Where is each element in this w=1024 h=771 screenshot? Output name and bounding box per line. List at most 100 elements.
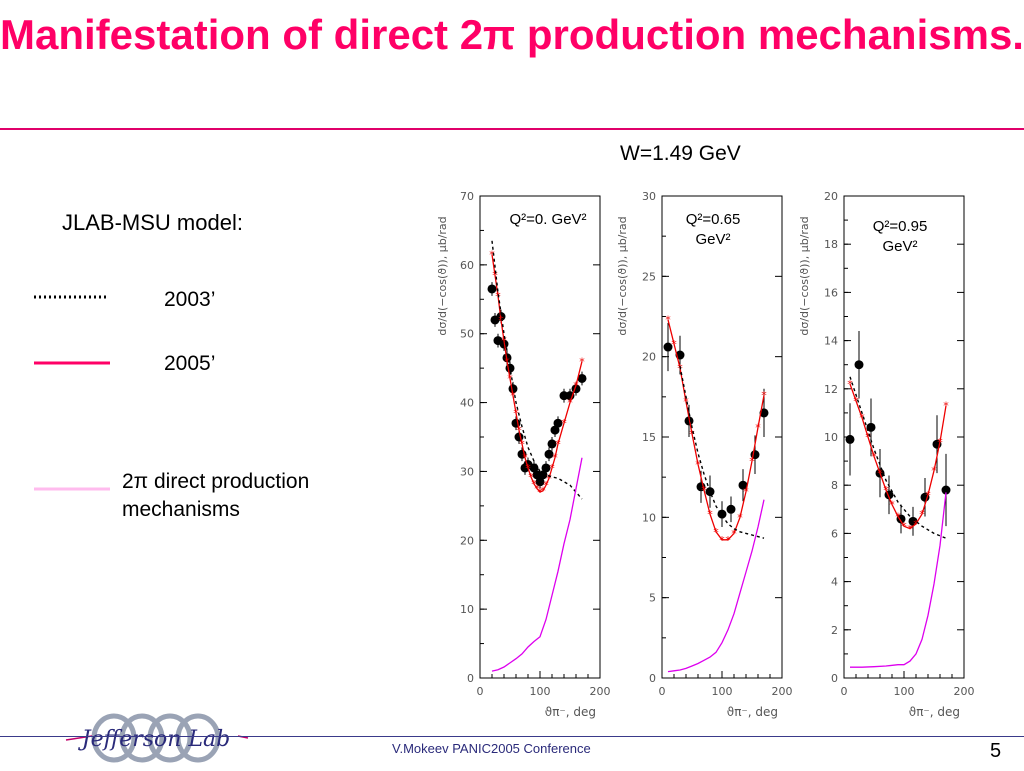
x-tick-label: 200 <box>590 685 611 698</box>
model-marker: * <box>534 483 540 496</box>
model-marker: * <box>913 518 919 531</box>
data-point <box>544 449 554 459</box>
model-marker: * <box>573 379 579 392</box>
model-marker: * <box>937 436 943 449</box>
curve-2005-line <box>491 254 583 493</box>
model-marker: * <box>525 462 531 475</box>
model-marker: * <box>889 498 895 511</box>
curve-2003-line <box>849 376 947 539</box>
model-marker: * <box>737 511 743 524</box>
y-tick-label: 20 <box>824 190 838 203</box>
x-tick-label: 100 <box>712 685 733 698</box>
model-marker: * <box>498 314 504 327</box>
legend-2005-line <box>34 361 110 365</box>
x-tick-label: 100 <box>894 685 915 698</box>
q2-annotation: Q²=0.95 <box>873 218 928 235</box>
plot-panel-2: 0 5 10 15 20 25 30 0 100 200 ϑπ⁻, deg dσ/d(−cos(ϑ))… <box>616 190 793 719</box>
jefferson-lab-logo: Jefferson Lab <box>60 710 250 771</box>
model-marker: * <box>540 485 546 498</box>
y-tick-label: 12 <box>824 383 838 396</box>
x-tick-label: 200 <box>954 685 975 698</box>
data-point <box>920 492 930 502</box>
model-marker: * <box>859 412 865 425</box>
data-point <box>535 477 545 487</box>
legend-direct-label-line2: mechanisms <box>122 498 240 521</box>
model-marker: * <box>761 389 767 402</box>
energy-label: W=1.49 GeV <box>620 142 741 165</box>
x-axis-label: ϑπ⁻, deg <box>909 705 960 719</box>
model-marker: * <box>701 484 707 497</box>
direct-2pi-line <box>667 499 765 673</box>
plot-frame <box>479 195 601 679</box>
curve-2003-line <box>491 240 583 500</box>
data-point <box>705 487 715 497</box>
model-marker: * <box>943 400 949 413</box>
model-marker: * <box>743 486 749 499</box>
data-point <box>726 504 736 514</box>
footer-conference: V.Mokeev PANIC2005 Conference <box>392 741 591 756</box>
direct-2pi-line <box>850 492 947 668</box>
legend-direct-label-line1: 2π direct production <box>122 470 310 493</box>
x-tick-label: 0 <box>841 685 848 698</box>
q2-annotation: Q²=0. GeV² <box>509 211 586 228</box>
page-number: 5 <box>990 740 1002 762</box>
model-marker: * <box>907 523 913 536</box>
data-point <box>487 284 497 294</box>
model-marker: * <box>665 314 671 327</box>
model-marker: * <box>689 428 695 441</box>
title-divider <box>0 128 1024 130</box>
x-tick-label: 0 <box>477 685 484 698</box>
model-marker: * <box>549 462 555 475</box>
model-marker: * <box>925 489 931 502</box>
y-axis-label: dσ/d(−cos(ϑ)), μb/rad <box>798 216 811 335</box>
y-tick-label: 14 <box>824 335 838 348</box>
y-tick-label: 0 <box>649 672 656 685</box>
model-marker: * <box>507 372 513 385</box>
model-marker: * <box>522 452 528 465</box>
y-tick-label: 10 <box>460 603 474 616</box>
curve-2005-line <box>667 319 765 541</box>
model-marker: * <box>707 508 713 521</box>
y-axis-label: dσ/d(−cos(ϑ)), μb/rad <box>616 216 629 335</box>
model-marker: * <box>719 534 725 547</box>
model-marker: * <box>695 458 701 471</box>
model-marker: * <box>713 526 719 539</box>
y-tick-label: 10 <box>642 511 656 524</box>
model-marker: * <box>552 452 558 465</box>
x-tick-label: 0 <box>659 685 666 698</box>
data-point <box>547 439 557 449</box>
legend-direct-label: 2π direct production mechanisms <box>122 468 309 524</box>
model-marker: * <box>528 471 534 484</box>
model-marker: * <box>901 520 907 533</box>
data-point <box>577 373 587 383</box>
svg-text:Jefferson Lab: Jefferson Lab <box>78 727 230 752</box>
curve-2005-line <box>849 383 947 530</box>
y-tick-label: 0 <box>831 672 838 685</box>
y-tick-label: 70 <box>460 190 474 203</box>
x-tick-label: 200 <box>772 685 793 698</box>
data-point <box>738 480 748 490</box>
q2-annotation: Q²=0.65 <box>686 211 741 228</box>
model-marker: * <box>877 467 883 480</box>
legend-2003-line <box>34 295 108 299</box>
model-marker: * <box>919 508 925 521</box>
x-axis-label: ϑπ⁻, deg <box>727 705 778 719</box>
direct-2pi-line <box>491 457 583 672</box>
model-marker: * <box>531 478 537 491</box>
model-marker: * <box>725 534 731 547</box>
model-marker: * <box>579 355 585 368</box>
curve-2003-line <box>679 366 765 539</box>
data-point <box>541 463 551 473</box>
data-point <box>866 422 876 432</box>
model-marker: * <box>865 431 871 444</box>
y-tick-label: 20 <box>642 351 656 364</box>
y-tick-label: 30 <box>460 465 474 478</box>
footer-divider <box>0 736 1024 737</box>
x-axis-label: ϑπ⁻, deg <box>545 705 596 719</box>
model-marker: * <box>567 397 573 410</box>
data-point <box>854 360 864 370</box>
model-marker: * <box>546 472 552 485</box>
y-tick-label: 40 <box>460 397 474 410</box>
data-point <box>553 418 563 428</box>
